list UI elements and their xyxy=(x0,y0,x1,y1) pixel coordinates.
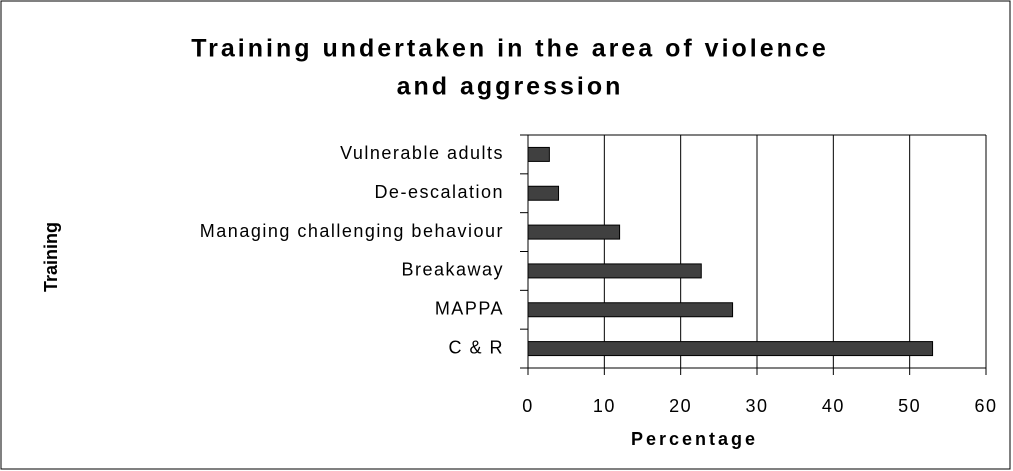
bar xyxy=(527,146,550,162)
x-tick-label: 0 xyxy=(522,396,534,416)
x-axis-title: Percentage xyxy=(631,429,758,449)
bar xyxy=(527,185,560,201)
bar xyxy=(527,341,934,357)
chart-title: Training undertaken in the area of viole… xyxy=(191,35,828,63)
bar xyxy=(527,224,621,240)
y-tick-label: Vulnerable adults xyxy=(340,143,504,163)
x-tick-label: 50 xyxy=(898,396,921,416)
y-tick-label: MAPPA xyxy=(435,299,504,319)
bar xyxy=(527,302,734,318)
x-tick-label: 40 xyxy=(822,396,845,416)
x-tick-label: 10 xyxy=(593,396,616,416)
y-tick-label: C & R xyxy=(448,337,504,357)
chart-title: and aggression xyxy=(397,73,624,101)
y-tick-label: Breakaway xyxy=(401,260,504,280)
y-tick-label: De-escalation xyxy=(374,182,504,202)
x-tick-label: 60 xyxy=(974,396,997,416)
y-tick-label: Managing challenging behaviour xyxy=(200,221,504,241)
bar xyxy=(527,263,702,279)
x-tick-label: 30 xyxy=(745,396,768,416)
y-axis-title: Training xyxy=(41,222,61,292)
x-tick-label: 20 xyxy=(669,396,692,416)
